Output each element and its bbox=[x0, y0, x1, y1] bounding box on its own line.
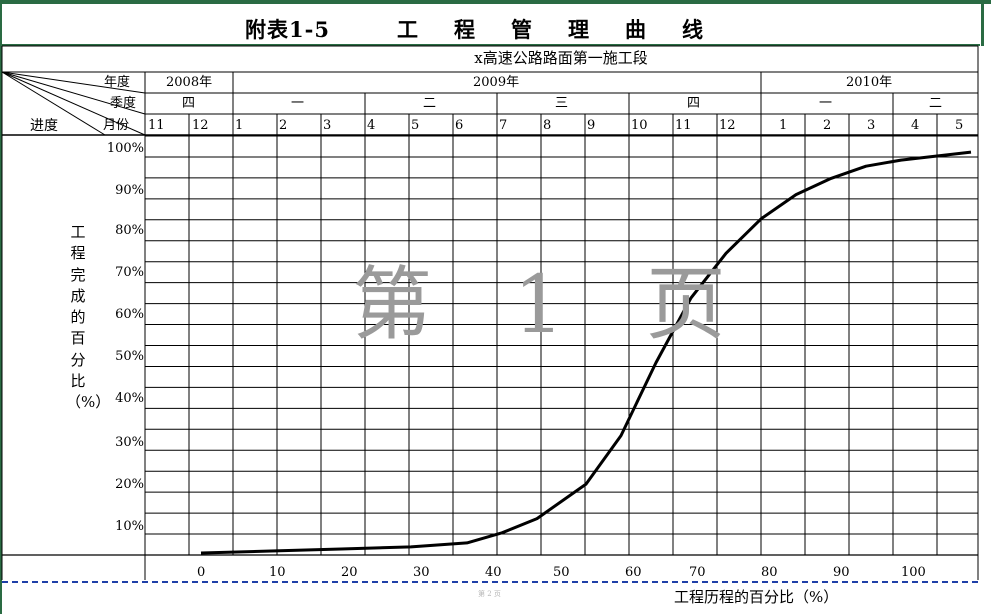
x-tick-label: 50 bbox=[553, 565, 570, 580]
y-tick-label: 10% bbox=[115, 519, 144, 534]
window-frame-left bbox=[0, 0, 2, 614]
quarter-2008-q4: 四 bbox=[182, 96, 196, 111]
x-axis-title: 工程历程的百分比（%） bbox=[674, 588, 839, 606]
quarter-2010-q1: 一 bbox=[819, 96, 833, 111]
quarter-2009-q4: 四 bbox=[687, 96, 701, 111]
month-cell: 5 bbox=[955, 118, 964, 133]
month-cell: 11 bbox=[675, 118, 692, 133]
month-cell: 5 bbox=[411, 118, 420, 133]
quarter-2009-q3: 三 bbox=[555, 96, 569, 111]
quarter-2009-q1: 一 bbox=[291, 96, 305, 111]
x-tick-label: 0 bbox=[197, 565, 206, 580]
x-tick-label: 80 bbox=[761, 565, 778, 580]
y-tick-label: 20% bbox=[115, 477, 144, 492]
header-diagonal bbox=[1, 71, 146, 94]
x-tick-label: 30 bbox=[413, 565, 430, 580]
header-diagonal bbox=[1, 71, 106, 136]
x-tick-label: 100 bbox=[901, 565, 926, 580]
x-tick-label: 60 bbox=[625, 565, 642, 580]
y-tick-label: 80% bbox=[115, 223, 144, 238]
chart-title: 工程管理曲线 bbox=[397, 17, 739, 42]
progress-column-label: 进度 bbox=[30, 118, 58, 134]
table-label: 附表1-5 bbox=[245, 17, 330, 42]
header-diagonal bbox=[1, 71, 146, 136]
month-row-label: 月份 bbox=[103, 118, 130, 133]
page-watermark: 第 1 页 bbox=[352, 258, 754, 351]
month-cell: 8 bbox=[543, 118, 552, 133]
year-2009: 2009年 bbox=[473, 75, 520, 90]
month-cell: 4 bbox=[367, 118, 376, 133]
progress-curve bbox=[200, 150, 972, 555]
y-tick-label: 50% bbox=[115, 349, 144, 364]
month-cell: 10 bbox=[631, 118, 648, 133]
x-tick-label: 70 bbox=[689, 565, 706, 580]
month-cell: 2 bbox=[279, 118, 288, 133]
window-frame-right bbox=[981, 0, 984, 46]
month-cell: 1 bbox=[235, 118, 244, 133]
y-tick-label: 100% bbox=[106, 141, 144, 156]
x-tick-label: 10 bbox=[269, 565, 286, 580]
quarter-2009-q2: 二 bbox=[423, 96, 437, 111]
x-tick-label: 90 bbox=[833, 565, 850, 580]
year-2008: 2008年 bbox=[166, 75, 213, 90]
month-cell: 2 bbox=[823, 118, 832, 133]
y-tick-label: 70% bbox=[115, 265, 144, 280]
year-2010: 2010年 bbox=[846, 75, 893, 90]
y-tick-label: 90% bbox=[115, 183, 144, 198]
x-tick-label: 20 bbox=[341, 565, 358, 580]
y-tick-label: 30% bbox=[115, 435, 144, 450]
month-cell: 12 bbox=[192, 118, 209, 133]
month-cell: 3 bbox=[323, 118, 332, 133]
y-tick-label: 40% bbox=[115, 391, 144, 406]
month-cell: 11 bbox=[148, 118, 165, 133]
x-tick-label: 40 bbox=[485, 565, 502, 580]
month-cell: 3 bbox=[867, 118, 876, 133]
month-cell: 7 bbox=[499, 118, 508, 133]
year-row-label: 年度 bbox=[104, 75, 131, 90]
y-tick-label: 60% bbox=[115, 307, 144, 322]
window-frame-top bbox=[0, 0, 991, 4]
title-bar: 附表1-5 工程管理曲线 bbox=[2, 4, 980, 46]
month-cell: 4 bbox=[911, 118, 920, 133]
month-cell: 12 bbox=[719, 118, 736, 133]
header-diagonal bbox=[1, 71, 146, 115]
quarter-row-label: 季度 bbox=[110, 96, 137, 111]
y-axis-title: 工程完成的百分比（%） bbox=[66, 223, 111, 412]
month-cell: 6 bbox=[455, 118, 464, 133]
month-cell: 9 bbox=[587, 118, 596, 133]
page-break-marker: 第 2 页 bbox=[478, 590, 501, 598]
chart-subtitle: x高速公路路面第一施工段 bbox=[474, 49, 648, 67]
month-cell: 1 bbox=[779, 118, 788, 133]
quarter-2010-q2: 二 bbox=[929, 96, 943, 111]
